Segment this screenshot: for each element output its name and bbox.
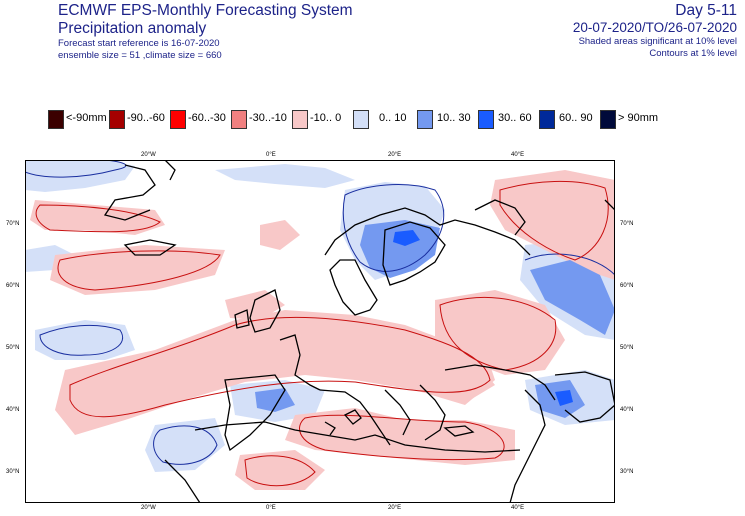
legend-swatch (109, 110, 125, 129)
legend-swatch (170, 110, 186, 129)
legend-swatch (231, 110, 247, 129)
legend-label: 0.. 10 (379, 112, 407, 124)
date-range: 20-07-2020/TO/26-07-2020 (572, 20, 737, 35)
lat-label-left: 30°N (6, 469, 20, 475)
chart-subtitle: Precipitation anomaly (58, 20, 207, 37)
legend-label: -60..-30 (188, 112, 226, 124)
lat-label-right: 70°N (620, 221, 634, 227)
lat-label-left: 40°N (6, 407, 20, 413)
legend-swatch (353, 110, 369, 129)
lon-label-bottom: 0°E (266, 505, 276, 511)
precipitation-map (25, 160, 615, 503)
positive-anomaly-strong (393, 230, 573, 406)
lat-label-left: 60°N (6, 283, 20, 289)
chart-title: ECMWF EPS-Monthly Forecasting System (58, 2, 353, 19)
legend-swatch (539, 110, 555, 129)
legend-swatch (600, 110, 616, 129)
legend-label: -30..-10 (249, 112, 287, 124)
significance-contours (25, 160, 615, 487)
legend-swatch (292, 110, 308, 129)
lon-label-top: 20°E (388, 152, 402, 158)
legend-swatch (478, 110, 494, 129)
legend-swatch (417, 110, 433, 129)
legend-label: 10.. 30 (437, 112, 471, 124)
map-frame (25, 160, 615, 503)
lon-label-top: 0°E (266, 152, 276, 158)
lon-label-bottom: 40°E (511, 505, 525, 511)
significance-note: Shaded areas significant at 10% level (578, 36, 737, 47)
map-canvas (25, 160, 615, 503)
lon-label-bottom: 20°W (141, 505, 156, 511)
header-left: ECMWF EPS-Monthly Forecasting System Pre… (58, 2, 353, 62)
lat-label-left: 70°N (6, 221, 20, 227)
coastlines (103, 160, 615, 503)
day-range: Day 5-11 (675, 2, 737, 19)
legend-label: -10.. 0 (310, 112, 342, 124)
positive-anomaly-medium (255, 220, 615, 418)
legend-swatch (48, 110, 64, 129)
ensemble-size: ensemble size = 51 ,climate size = 660 (58, 50, 222, 61)
lat-label-right: 50°N (620, 345, 634, 351)
legend-label: 30.. 60 (498, 112, 532, 124)
start-reference: Forecast start reference is 16-07-2020 (58, 38, 220, 49)
legend-label: <-90mm (66, 112, 107, 124)
lat-label-left: 50°N (6, 345, 20, 351)
lat-label-right: 40°N (620, 407, 634, 413)
lon-label-bottom: 20°E (388, 505, 402, 511)
lon-label-top: 20°W (141, 152, 156, 158)
lat-label-right: 30°N (620, 469, 634, 475)
lon-label-top: 40°E (511, 152, 525, 158)
contour-note: Contours at 1% level (649, 48, 737, 59)
legend-label: 60.. 90 (559, 112, 593, 124)
legend-label: -90..-60 (127, 112, 165, 124)
legend-label: > 90mm (618, 112, 659, 124)
header-right: Day 5-11 20-07-2020/TO/26-07-2020 Shaded… (573, 2, 737, 60)
lat-label-right: 60°N (620, 283, 634, 289)
